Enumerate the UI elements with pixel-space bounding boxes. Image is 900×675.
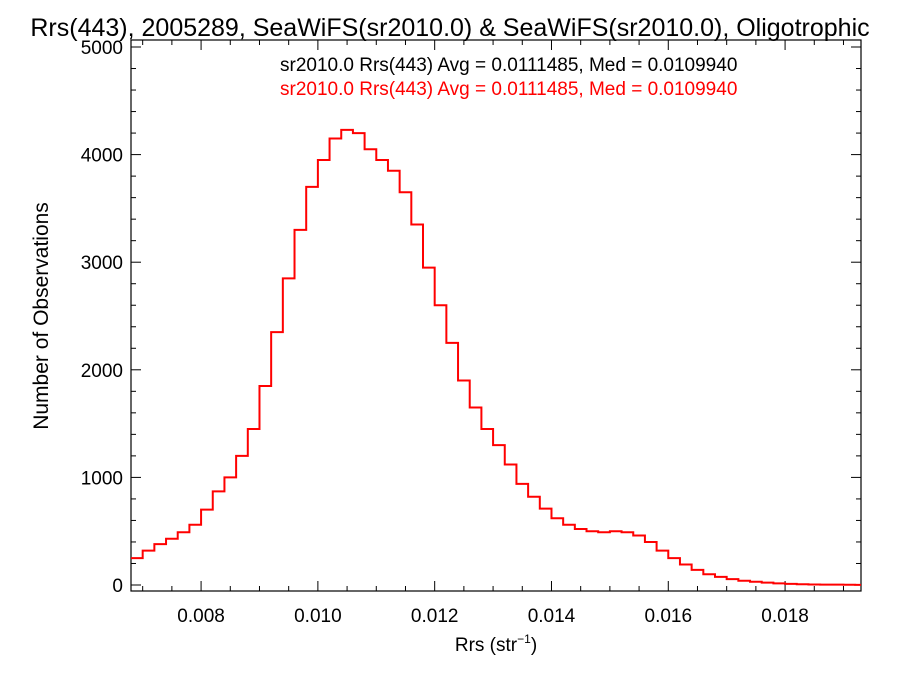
chart-title: Rrs(443), 2005289, SeaWiFS(sr2010.0) & S… xyxy=(30,14,869,42)
x-tick-label: 0.012 xyxy=(411,606,459,627)
x-axis-label-main: Rrs (str xyxy=(455,635,518,656)
x-tick-label: 0.018 xyxy=(761,606,809,627)
x-tick-label: 0.014 xyxy=(528,606,576,627)
x-axis: 0.008 0.010 0.012 0.014 0.016 0.018 xyxy=(142,40,844,627)
y-tick-label: 1000 xyxy=(81,468,123,489)
y-tick-label: 2000 xyxy=(81,361,123,382)
plot-frame xyxy=(130,39,862,592)
y-axis: 0 1000 2000 3000 4000 5000 xyxy=(81,38,861,597)
y-tick-label: 4000 xyxy=(81,146,123,167)
annotation-stats-black: sr2010.0 Rrs(443) Avg = 0.0111485, Med =… xyxy=(280,55,737,76)
x-tick-label: 0.010 xyxy=(294,606,342,627)
series-group xyxy=(131,128,861,586)
series-line-0 xyxy=(131,128,861,586)
x-axis-label-superscript: −1 xyxy=(517,632,531,646)
y-tick-label: 0 xyxy=(112,576,123,597)
x-axis-label: Rrs (str−1) xyxy=(455,632,537,656)
x-axis-label-close: ) xyxy=(531,635,537,656)
y-tick-label: 5000 xyxy=(81,38,123,59)
y-tick-label: 3000 xyxy=(81,253,123,274)
y-axis-label: Number of Observations xyxy=(30,202,53,430)
annotation-stats-red: sr2010.0 Rrs(443) Avg = 0.0111485, Med =… xyxy=(280,79,737,100)
x-tick-label: 0.008 xyxy=(177,606,225,627)
x-tick-label: 0.016 xyxy=(645,606,693,627)
